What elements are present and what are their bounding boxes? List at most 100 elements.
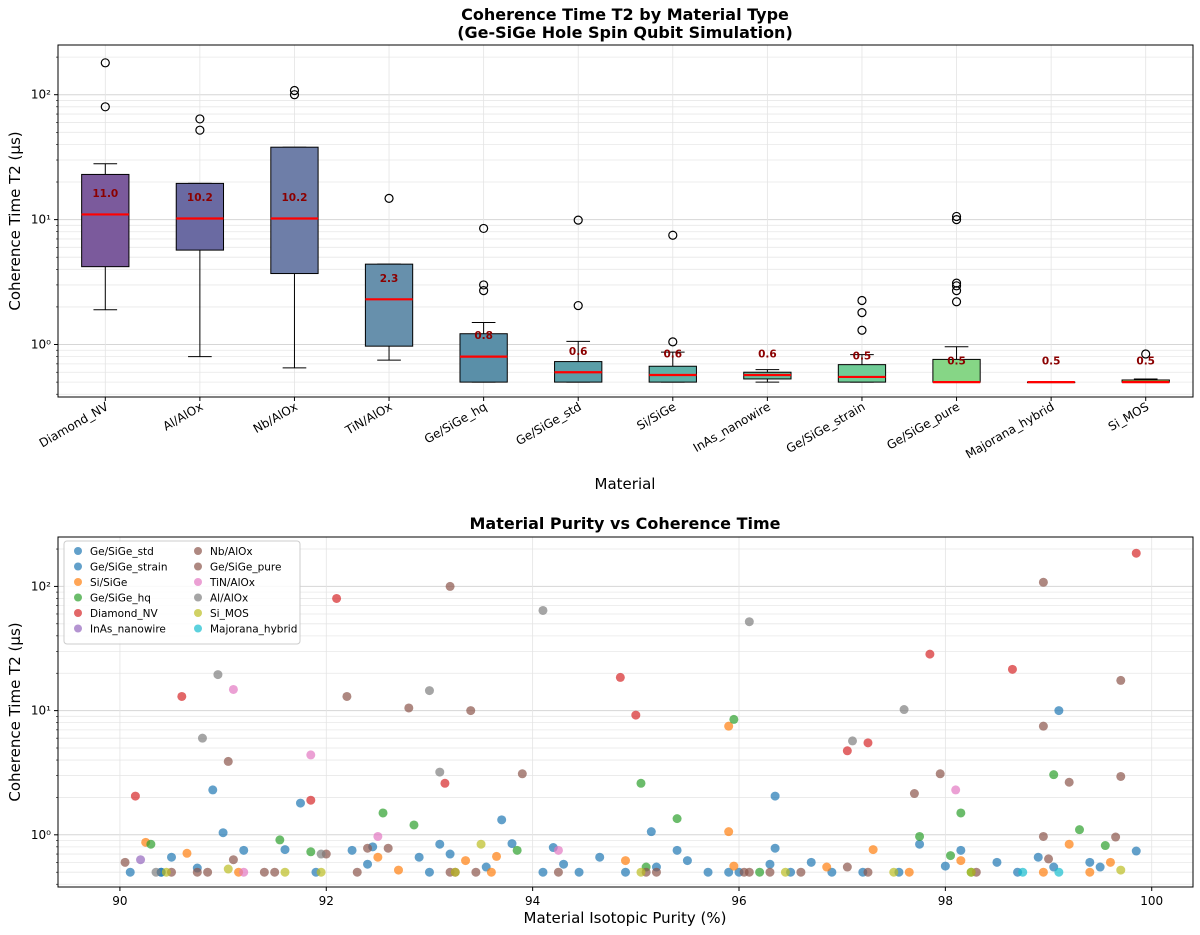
- scatter-point: [940, 861, 950, 871]
- scatter-point: [1105, 857, 1115, 867]
- scatter-point: [925, 649, 935, 659]
- scatter-point: [203, 867, 213, 877]
- x-tick-label: 92: [319, 894, 334, 908]
- scatter-point: [538, 605, 548, 615]
- scatter-point: [770, 843, 780, 853]
- scatter-point: [636, 778, 646, 788]
- series-2: [141, 721, 1115, 877]
- scatter-x-ticks: 90 92 94 96 98 100: [112, 887, 1163, 908]
- scatter-point: [445, 581, 455, 591]
- scatter-point: [239, 845, 249, 855]
- scatter-point: [1116, 865, 1126, 875]
- scatter-axes-frame: [57, 536, 1194, 888]
- scatter-point: [842, 746, 852, 756]
- scatter-point: [729, 714, 739, 724]
- scatter-point: [595, 852, 605, 862]
- scatter-point: [1111, 832, 1121, 842]
- box-11: 0.5: [1121, 349, 1170, 384]
- scatter-point: [492, 851, 502, 861]
- series-8: [228, 684, 961, 877]
- scatter-point: [1054, 706, 1064, 716]
- scatter-point: [621, 867, 630, 877]
- scatter-point: [1018, 867, 1028, 877]
- scatter-point: [228, 855, 238, 865]
- scatter-point: [512, 845, 522, 855]
- box-2: 10.2: [270, 85, 319, 369]
- median-label: 10.2: [281, 192, 307, 204]
- box-1: 10.2: [175, 114, 225, 358]
- scatter-point: [414, 852, 424, 862]
- scatter-point: [197, 733, 207, 743]
- x-tick-label: 90: [112, 894, 127, 908]
- box-10: 0.5: [1026, 356, 1076, 384]
- scatter-point: [956, 808, 966, 818]
- boxplot-x-axis-label: Material: [595, 475, 656, 493]
- scatter-point: [724, 867, 734, 877]
- scatter-point: [1038, 867, 1048, 877]
- legend-marker: [194, 562, 202, 571]
- scatter-point: [770, 791, 780, 801]
- legend-marker: [194, 609, 202, 617]
- scatter-point: [146, 839, 156, 849]
- scatter-point: [424, 867, 434, 877]
- scatter-point: [1033, 852, 1043, 862]
- legend-marker: [74, 624, 82, 633]
- scatter-point: [1044, 854, 1054, 864]
- median-label: 0.6: [663, 349, 682, 361]
- scatter-point: [1007, 664, 1017, 674]
- scatter-point: [182, 848, 192, 858]
- scatter-point: [424, 686, 434, 696]
- scatter-point: [507, 839, 517, 849]
- scatter-point: [306, 847, 316, 857]
- scatter-point: [435, 839, 445, 849]
- scatter-point: [672, 814, 682, 824]
- box-7: 0.6: [743, 349, 792, 383]
- legend-marker: [194, 547, 202, 555]
- scatter-point: [497, 815, 507, 825]
- scatter-point: [363, 843, 373, 853]
- scatter-point: [378, 808, 388, 818]
- y-tick-label: 10⁰: [31, 338, 51, 352]
- y-tick-label: 10¹: [31, 704, 51, 718]
- outlier-point: [479, 286, 489, 296]
- scatter-point: [151, 867, 161, 877]
- boxplot-axes-frame: [57, 44, 1194, 398]
- scatter-point: [409, 820, 419, 830]
- scatter-point: [553, 867, 563, 877]
- scatter-point: [951, 785, 961, 795]
- box-body: [364, 263, 414, 347]
- scatter-point: [213, 670, 223, 680]
- scatter-point: [765, 859, 775, 869]
- median-label: 0.5: [1042, 356, 1061, 368]
- box-5: 0.6: [554, 215, 603, 383]
- outlier-point: [668, 230, 678, 240]
- outlier-point: [289, 90, 300, 100]
- scatter-point: [461, 856, 471, 866]
- box-body: [837, 364, 887, 383]
- median-label: 0.6: [569, 346, 588, 358]
- box-3: 2.3: [364, 193, 414, 361]
- scatter-point: [553, 845, 563, 855]
- scatter-point: [486, 867, 496, 877]
- scatter-point: [476, 839, 486, 849]
- scatter-point: [383, 843, 393, 853]
- legend-label: Nb/AlOx: [210, 546, 253, 558]
- scatter-point: [136, 855, 146, 865]
- scatter-point: [729, 861, 739, 871]
- median-label: 0.8: [474, 330, 493, 342]
- scatter-point: [1116, 771, 1126, 781]
- scatter-point: [822, 862, 832, 872]
- scatter-point: [842, 862, 852, 872]
- scatter-point: [863, 867, 873, 877]
- scatter-x-axis-label: Material Isotopic Purity (%): [524, 909, 727, 927]
- scatter-point: [966, 867, 976, 877]
- scatter-point: [275, 835, 285, 845]
- box-0: 11.0: [81, 58, 130, 311]
- scatter-point: [724, 721, 734, 731]
- scatter-point: [889, 867, 899, 877]
- scatter-point: [1038, 721, 1048, 731]
- scatter-point: [130, 791, 140, 801]
- scatter-point: [946, 851, 956, 861]
- boxplot-plot-area: 11.0 10.2 10.2 2.3 0.8 0.6 0.6 0.6 0.5 0.5 0.5 0.5: [81, 58, 1170, 384]
- scatter-point: [1075, 825, 1084, 835]
